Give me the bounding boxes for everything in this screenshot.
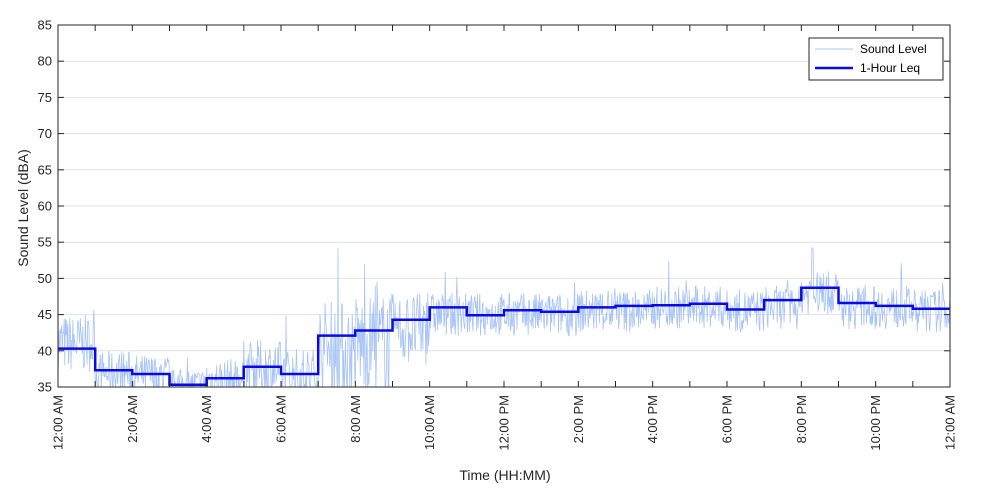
y-tick-label: 70 bbox=[38, 126, 52, 141]
y-tick-label: 50 bbox=[38, 271, 52, 286]
legend-box bbox=[808, 37, 944, 81]
y-tick-label: 35 bbox=[38, 380, 52, 395]
y-tick-label: 80 bbox=[38, 54, 52, 69]
x-tick-label: 2:00 PM bbox=[571, 395, 586, 443]
x-axis-title: Time (HH:MM) bbox=[459, 467, 550, 483]
x-tick-label: 10:00 PM bbox=[868, 395, 883, 451]
y-tick-label: 65 bbox=[38, 162, 52, 177]
legend-label-sound-level: Sound Level bbox=[860, 42, 927, 56]
x-tick-label: 2:00 AM bbox=[125, 395, 140, 443]
y-tick-label: 45 bbox=[38, 307, 52, 322]
x-tick-label: 12:00 AM bbox=[51, 395, 66, 450]
x-tick-label: 4:00 PM bbox=[645, 395, 660, 443]
x-tick-label: 8:00 AM bbox=[348, 395, 363, 443]
x-tick-label: 6:00 AM bbox=[274, 395, 289, 443]
legend-label-leq: 1-Hour Leq bbox=[860, 61, 920, 75]
y-tick-label: 75 bbox=[38, 90, 52, 105]
x-tick-label: 12:00 PM bbox=[497, 395, 512, 451]
plot-area: 35 40 45 50 55 60 65 70 75 80 85 12:00 AM 2:00 AM 4:0… bbox=[38, 18, 958, 451]
y-tick-label: 40 bbox=[38, 343, 52, 358]
y-tick-label: 85 bbox=[38, 18, 52, 33]
series-sound-level-line bbox=[58, 247, 950, 387]
x-tick-label: 4:00 AM bbox=[199, 395, 214, 443]
legend: Sound Level 1-Hour Leq bbox=[808, 37, 944, 81]
y-axis-title: Sound Level (dBA) bbox=[15, 149, 31, 267]
series-group bbox=[58, 247, 950, 387]
y-tick-label: 55 bbox=[38, 235, 52, 250]
x-tick-label: 8:00 PM bbox=[794, 395, 809, 443]
y-tick-label: 60 bbox=[38, 199, 52, 214]
series-leq-step-line bbox=[58, 286, 950, 387]
x-tick-label: 12:00 AM bbox=[943, 395, 958, 450]
x-tick-label: 6:00 PM bbox=[720, 395, 735, 443]
x-tick-label: 10:00 AM bbox=[422, 395, 437, 450]
